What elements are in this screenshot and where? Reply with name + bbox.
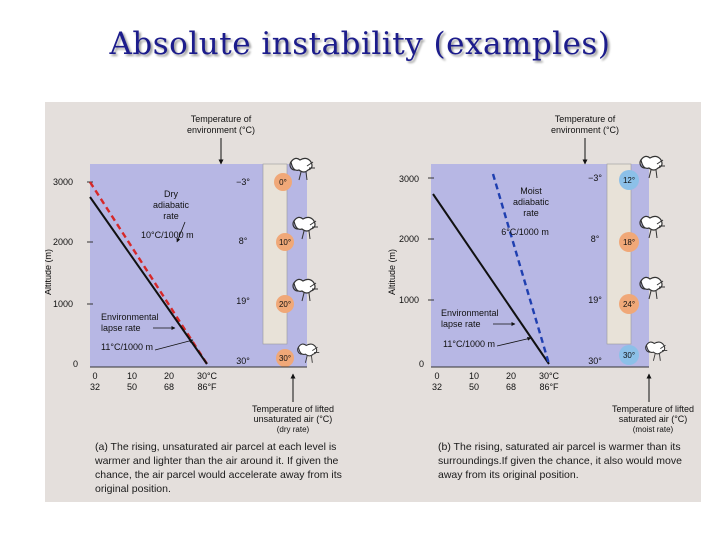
panel-a-lapse-label-1: Environmental [101, 312, 159, 322]
panel-a-rate-label-1: Dry [164, 189, 178, 199]
panel-a-env-temp-2: 8° [239, 236, 248, 246]
panel-a-env-temp-1: −3° [236, 177, 250, 187]
panel-b-ytick-1000: 1000 [399, 295, 419, 305]
panel-b-xtick-f-32: 32 [432, 382, 442, 392]
panel-a: Temperature of environment (°C) 3000 200… [45, 114, 334, 434]
panel-a-env-temp-3: 19° [236, 296, 250, 306]
panel-b-rate-label-2: adiabatic [513, 197, 550, 207]
panel-a-lapse-value: 11°C/1000 m [101, 342, 153, 352]
panel-a-environmental-line [89, 196, 208, 365]
panel-b-env-temp-2: 8° [591, 234, 600, 244]
panel-b-xtick-c-10: 10 [469, 371, 479, 381]
panel-a-xtick-f-32: 32 [90, 382, 100, 392]
panel-a-parcel-temp-4: 30° [279, 354, 291, 363]
panel-a-dry-adiabatic-line [88, 181, 209, 365]
panel-b-parcel-header-2: saturated air (°C) [619, 414, 688, 424]
panel-b-parcel-temp-2: 18° [623, 238, 635, 247]
panel-b-parcel-header-3: (moist rate) [633, 425, 674, 434]
panel-b-caption: (b) The rising, saturated air parcel is … [438, 441, 682, 481]
panel-b-xtick-f-50: 50 [469, 382, 479, 392]
panel-b-xtick-c-20: 20 [506, 371, 516, 381]
panel-a-xtick-c-10: 10 [127, 371, 137, 381]
panel-b-xtick-c-30: 30°C [539, 371, 560, 381]
panel-b-xtick-f-86: 86°F [539, 382, 559, 392]
panel-a-xtick-f-50: 50 [127, 382, 137, 392]
panel-a-rate-label-3: rate [163, 211, 179, 221]
panel-b-parcel-header-1: Temperature of lifted [612, 404, 694, 414]
panel-a-rate-label-2: adiabatic [153, 200, 190, 210]
panel-b-xtick-c-0: 0 [434, 371, 439, 381]
panel-b-env-temp-4: 30° [588, 356, 602, 366]
panel-b-parcel-temp-1: 12° [623, 176, 635, 185]
textbook-figure: Temperature of environment (°C) 3000 200… [45, 102, 701, 502]
panel-a-parcel-temp-1: 0° [279, 178, 287, 187]
panel-b-lapse-label-1: Environmental [441, 308, 499, 318]
panel-b-lapse-value: 11°C/1000 m [443, 339, 495, 349]
panel-b-env-header-1: Temperature of [555, 114, 616, 124]
panel-b-rate-label-3: rate [523, 208, 539, 218]
panel-b-ytick-0: 0 [419, 359, 424, 369]
panel-a-ytick-2000: 2000 [53, 237, 73, 247]
panel-b-env-temp-3: 19° [588, 295, 602, 305]
panel-a-parcel-temp-3: 20° [279, 300, 291, 309]
figure-diagram: Temperature of environment (°C) 3000 200… [45, 114, 694, 434]
panel-a-xtick-f-86: 86°F [197, 382, 217, 392]
panel-a-caption: (a) The rising, unsaturated air parcel a… [95, 441, 342, 495]
panel-b-lapse-label-2: lapse rate [441, 319, 481, 329]
panel-a-parcels: 0° 10° 20° 30° [274, 157, 320, 367]
panel-a-ytick-3000: 3000 [53, 177, 73, 187]
panel-a-env-header-2: environment (°C) [187, 125, 255, 135]
panel-b-parcel-temp-4: 30° [623, 351, 635, 360]
panel-a-parcel-header-1: Temperature of lifted [252, 404, 334, 414]
panel-a-parcel-temp-2: 10° [279, 238, 291, 247]
panel-a-env-temp-4: 30° [236, 356, 250, 366]
panel-a-lapse-label-2: lapse rate [101, 323, 141, 333]
slide-title: Absolute instability (examples) [109, 26, 611, 62]
panel-a-ytick-0: 0 [73, 359, 78, 369]
panel-b: Temperature of environment (°C) 3000 200… [387, 114, 694, 434]
panel-a-ytick-1000: 1000 [53, 299, 73, 309]
panel-b-environmental-line [432, 193, 550, 365]
panel-a-rate-value: 10°C/1000 m [141, 230, 194, 240]
panel-b-rate-value: 6°C/1000 m [501, 227, 549, 237]
panel-b-ytick-3000: 3000 [399, 174, 419, 184]
panel-a-ylabel: Altitude (m) [45, 249, 53, 295]
panel-a-parcel-header-2: unsaturated air (°C) [254, 414, 333, 424]
panel-b-env-header-2: environment (°C) [551, 125, 619, 135]
panel-b-env-temp-1: −3° [588, 173, 602, 183]
panel-a-parcel-header-3: (dry rate) [277, 425, 310, 434]
panel-a-xtick-f-68: 68 [164, 382, 174, 392]
panel-a-xtick-c-30: 30°C [197, 371, 218, 381]
panel-b-parcel-temp-3: 24° [623, 300, 635, 309]
panel-b-ylabel: Altitude (m) [387, 249, 397, 295]
panel-b-rate-label-1: Moist [520, 186, 542, 196]
panel-b-moist-adiabatic-line [491, 173, 551, 365]
panel-b-parcels: 12° 18° 24° 30° [619, 155, 668, 365]
panel-a-xtick-c-0: 0 [92, 371, 97, 381]
panel-a-env-header-1: Temperature of [191, 114, 252, 124]
panel-b-ytick-2000: 2000 [399, 234, 419, 244]
panel-b-xtick-f-68: 68 [506, 382, 516, 392]
panel-a-xtick-c-20: 20 [164, 371, 174, 381]
